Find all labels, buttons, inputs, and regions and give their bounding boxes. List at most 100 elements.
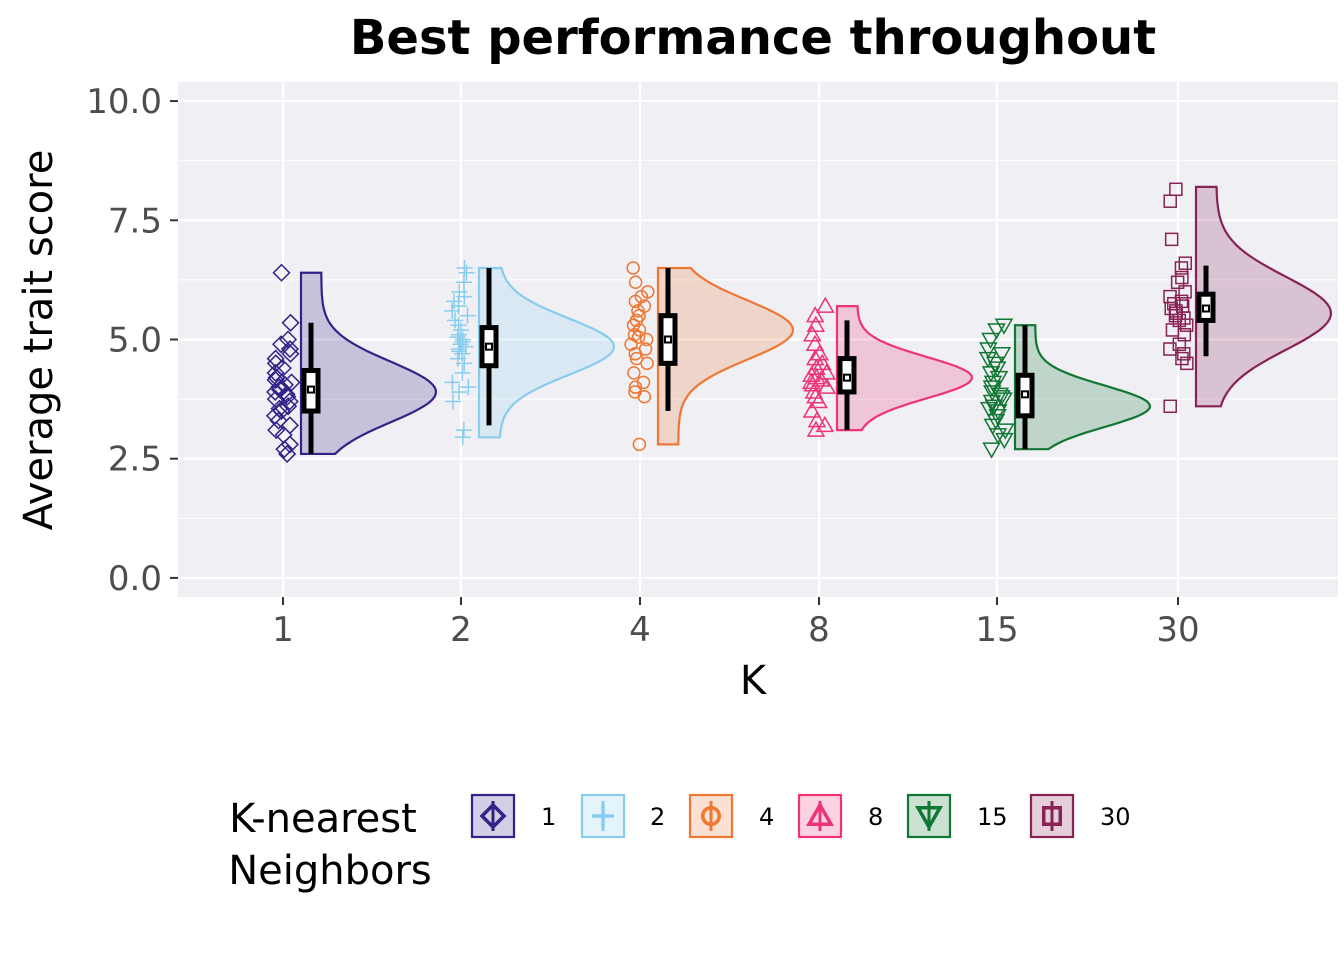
legend-title-line1: K-nearest [229,796,417,842]
data-point-15 [988,428,1008,445]
legend: K-nearest Neighbors 1 2 4 8 15 30 [228,793,1131,894]
chart-title: Best performance throughout [350,10,1156,66]
data-point-15 [982,442,1001,459]
data-point-1 [266,349,285,368]
data-point-4 [626,261,640,275]
data-point-30 [1170,275,1185,290]
y-tick-label: 5.0 [108,321,162,361]
data-point-30 [1180,356,1194,371]
data-point-2 [455,274,472,291]
legend-key-30: 30 [1029,793,1131,839]
data-point-15 [984,399,1004,416]
data-point-8 [812,353,832,371]
x-axis-title: K [740,658,768,704]
y-tick-label: 0.0 [108,559,162,599]
data-point-15 [988,409,1007,426]
data-point-30 [1172,313,1187,328]
density-clouds [299,185,1333,456]
data-point-4 [628,385,642,399]
median-8 [843,373,851,382]
density-cloud-15 [1013,324,1152,451]
data-point-8 [805,349,825,366]
data-point-1 [280,339,300,359]
data-point-4 [636,375,651,390]
x-tick-label: 8 [808,610,830,650]
data-point-15 [992,347,1012,364]
data-point-30 [1175,299,1190,313]
data-point-8 [805,306,825,323]
data-point-15 [988,404,1008,421]
data-point-4 [639,332,654,347]
legend-label: 1 [541,803,556,831]
data-point-15 [987,323,1006,340]
data-point-1 [266,363,285,382]
legend-key-8: 8 [797,793,883,839]
y-tick-label: 7.5 [108,201,162,241]
data-point-2 [455,422,472,439]
data-point-1 [281,313,300,332]
legend-marker-icon [479,802,507,830]
data-point-4 [628,380,643,394]
data-point-15 [981,366,1001,383]
legend-marker-icon [701,806,721,826]
legend-key-4: 4 [688,793,774,839]
data-point-30 [1163,289,1177,304]
data-point-30 [1175,270,1189,285]
data-point-15 [979,401,999,419]
data-point-8 [806,420,826,437]
data-point-30 [1178,285,1192,299]
data-point-30 [1175,351,1189,366]
median-30 [1202,304,1210,313]
data-point-30 [1167,296,1181,311]
data-point-4 [632,437,647,452]
data-points [265,182,1194,464]
data-point-8 [806,387,825,404]
data-point-1 [277,385,296,404]
data-point-1 [266,370,285,390]
legend-marker-icon [805,801,835,826]
data-point-8 [803,325,822,342]
data-point-1 [279,330,298,349]
data-point-2 [444,393,461,410]
data-point-30 [1177,347,1191,361]
data-point-1 [265,406,284,425]
data-point-15 [994,318,1014,335]
legend-key-1: 1 [470,793,556,839]
density-cloud-30 [1194,185,1333,408]
data-point-2 [446,312,463,329]
x-tick-label: 15 [975,610,1018,650]
data-point-2 [445,293,462,310]
legend-label: 15 [977,803,1008,831]
data-point-1 [278,444,297,464]
data-point-4 [627,366,641,380]
density-cloud-8 [835,304,974,432]
legend-title-line2: Neighbors [228,848,432,894]
median-1 [307,385,315,394]
data-point-4 [640,285,655,299]
y-axis: 0.0 2.5 5.0 7.5 10.0 [86,82,178,599]
data-point-1 [272,335,291,354]
data-point-2 [460,379,477,396]
density-cloud-2 [477,266,616,439]
data-point-4 [628,275,643,290]
median-15 [1021,390,1029,399]
y-tick-label: 10.0 [86,82,162,122]
x-tick-label: 1 [272,610,294,650]
data-point-15 [978,351,998,369]
data-point-8 [807,411,827,428]
median-4 [664,335,672,344]
x-tick-label: 30 [1156,610,1199,650]
data-point-1 [282,373,301,392]
data-point-30 [1163,342,1177,356]
data-point-8 [807,358,826,375]
data-point-15 [996,423,1015,440]
data-point-2 [451,383,468,400]
legend-label: 8 [868,803,883,831]
x-tick-label: 2 [450,610,472,650]
legend-key-2: 2 [580,793,665,839]
legend-label: 2 [650,803,665,831]
legend-keys: 1 2 4 8 15 30 [470,793,1131,839]
data-point-8 [802,401,822,418]
legend-label: 4 [759,803,774,831]
